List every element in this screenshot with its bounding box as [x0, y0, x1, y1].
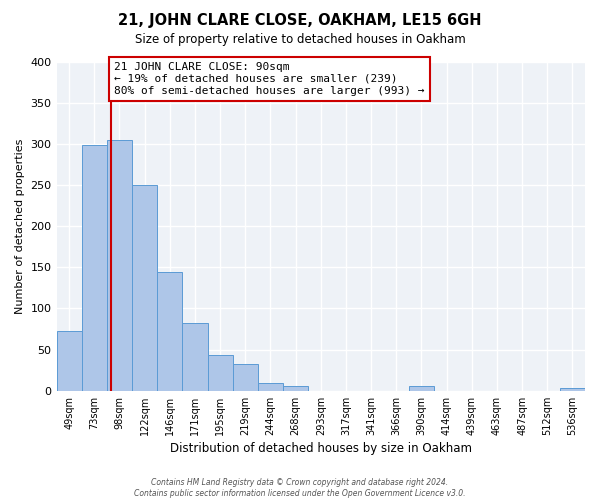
Text: Size of property relative to detached houses in Oakham: Size of property relative to detached ho…: [134, 32, 466, 46]
Bar: [107, 140, 132, 391]
Bar: [233, 364, 258, 391]
Text: 21 JOHN CLARE CLOSE: 90sqm
← 19% of detached houses are smaller (239)
80% of sem: 21 JOHN CLARE CLOSE: 90sqm ← 19% of deta…: [115, 62, 425, 96]
Y-axis label: Number of detached properties: Number of detached properties: [15, 138, 25, 314]
Text: 21, JOHN CLARE CLOSE, OAKHAM, LE15 6GH: 21, JOHN CLARE CLOSE, OAKHAM, LE15 6GH: [118, 12, 482, 28]
Bar: [258, 382, 283, 391]
Bar: [409, 386, 434, 391]
Bar: [182, 324, 208, 391]
Bar: [157, 272, 182, 391]
Text: Contains HM Land Registry data © Crown copyright and database right 2024.
Contai: Contains HM Land Registry data © Crown c…: [134, 478, 466, 498]
Bar: [56, 330, 82, 391]
Bar: [132, 185, 157, 391]
Bar: [560, 388, 585, 391]
X-axis label: Distribution of detached houses by size in Oakham: Distribution of detached houses by size …: [170, 442, 472, 455]
Bar: [208, 354, 233, 391]
Bar: [82, 144, 107, 391]
Bar: [283, 386, 308, 391]
